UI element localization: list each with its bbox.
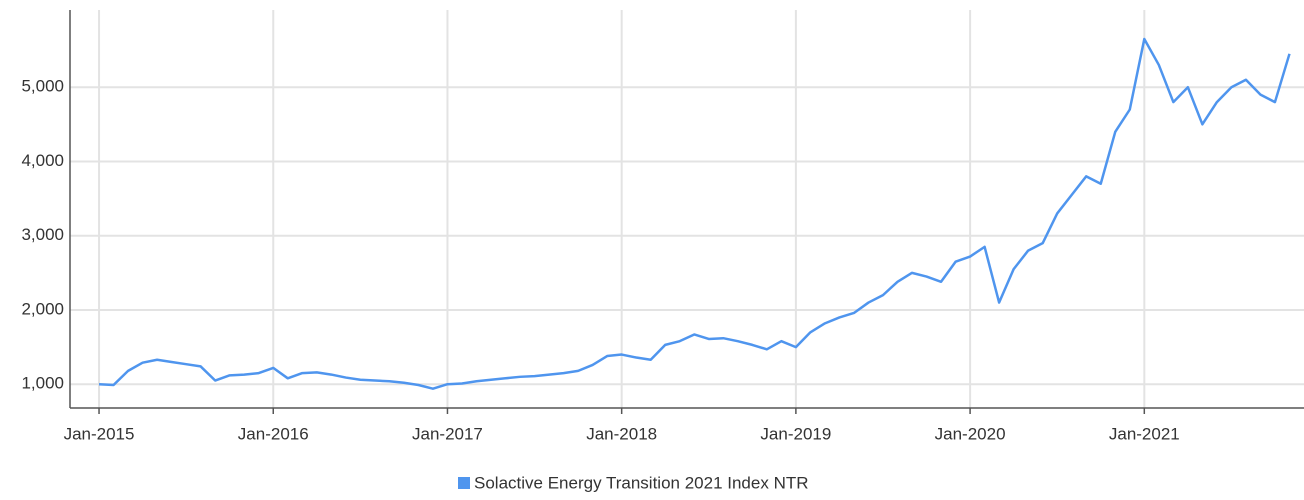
x-tick-label: Jan-2016: [238, 424, 309, 443]
y-tick-label: 5,000: [21, 77, 64, 96]
y-tick-label: 4,000: [21, 151, 64, 170]
y-tick-label: 3,000: [21, 225, 64, 244]
x-tick-label: Jan-2015: [64, 424, 135, 443]
x-tick-label: Jan-2017: [412, 424, 483, 443]
y-tick-label: 2,000: [21, 299, 64, 318]
x-tick-label: Jan-2021: [1109, 424, 1180, 443]
line-series: [98, 37, 1291, 390]
x-tick-label: Jan-2019: [760, 424, 831, 443]
y-tick-label: 1,000: [21, 374, 64, 393]
x-tick-label: Jan-2020: [935, 424, 1006, 443]
x-tick-label: Jan-2018: [586, 424, 657, 443]
legend-swatch: [458, 477, 470, 489]
legend-label: Solactive Energy Transition 2021 Index N…: [474, 473, 809, 492]
